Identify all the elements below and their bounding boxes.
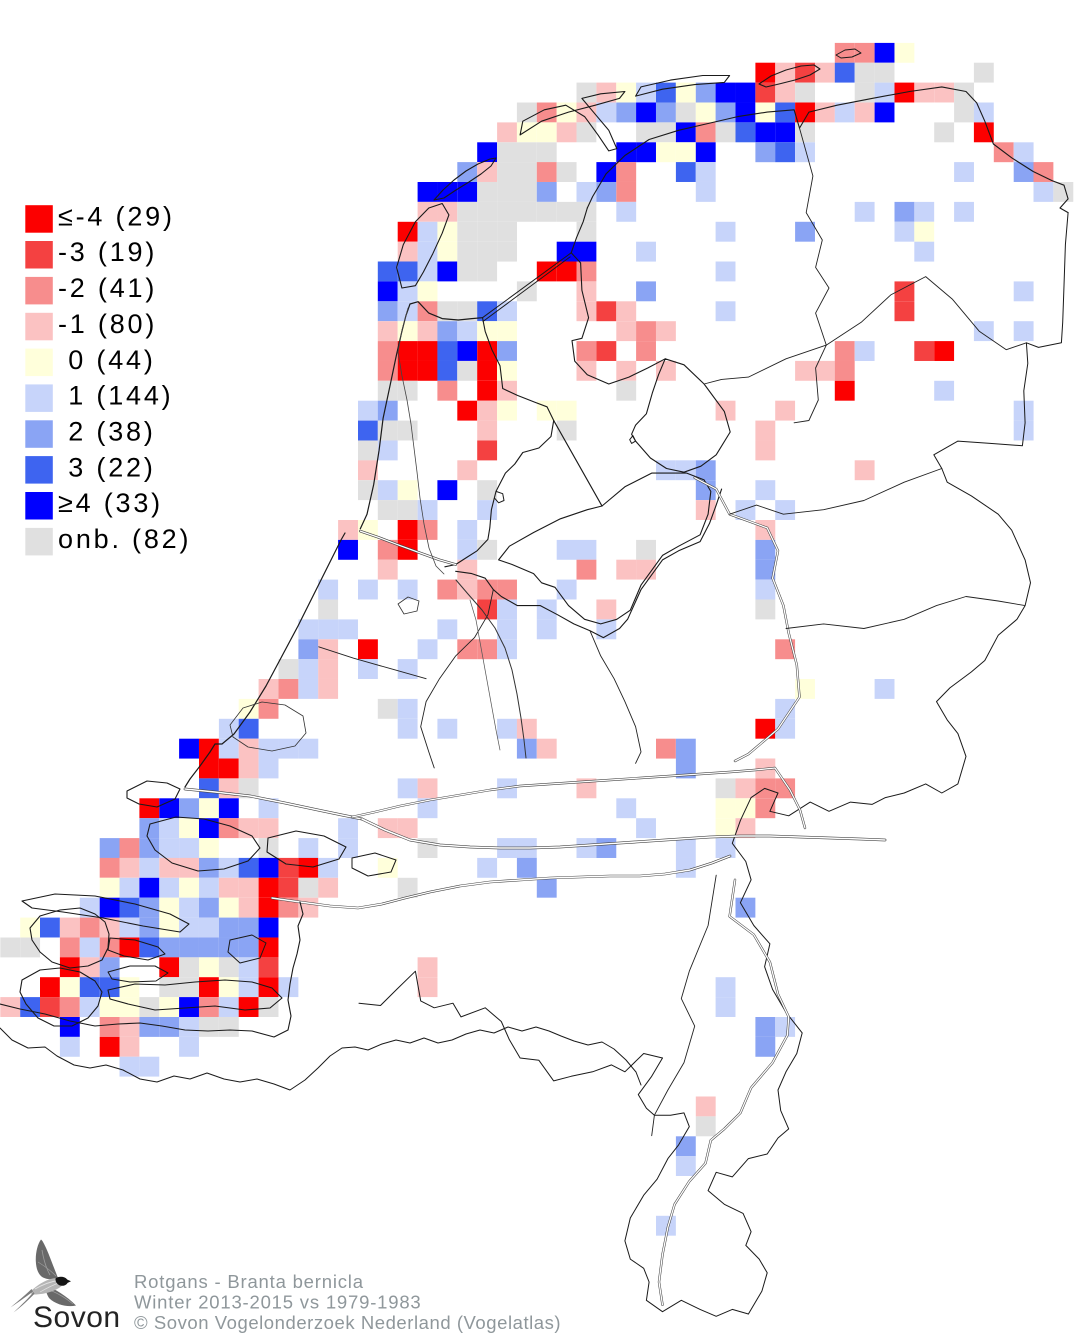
svg-text:-2 (41): -2 (41): [58, 273, 157, 303]
svg-text:© Sovon Vogelonderzoek Nederla: © Sovon Vogelonderzoek Nederland (Vogela…: [134, 1312, 561, 1333]
svg-text:≥4 (33): ≥4 (33): [58, 488, 163, 518]
svg-text:1 (144): 1 (144): [58, 381, 173, 411]
svg-text:-3 (19): -3 (19): [58, 237, 157, 267]
svg-text:Rotgans - Branta bernicla: Rotgans - Branta bernicla: [134, 1271, 364, 1292]
svg-text:Sovon: Sovon: [33, 1301, 121, 1334]
svg-text:onb. (82): onb. (82): [58, 524, 191, 554]
svg-text:3 (22): 3 (22): [58, 452, 156, 482]
svg-text:≤-4 (29): ≤-4 (29): [58, 201, 175, 231]
svg-text:0 (44): 0 (44): [58, 345, 156, 375]
svg-text:2 (38): 2 (38): [58, 417, 156, 447]
svg-text:Winter 2013-2015 vs 1979-1983: Winter 2013-2015 vs 1979-1983: [134, 1292, 422, 1313]
svg-text:-1 (80): -1 (80): [58, 309, 157, 339]
